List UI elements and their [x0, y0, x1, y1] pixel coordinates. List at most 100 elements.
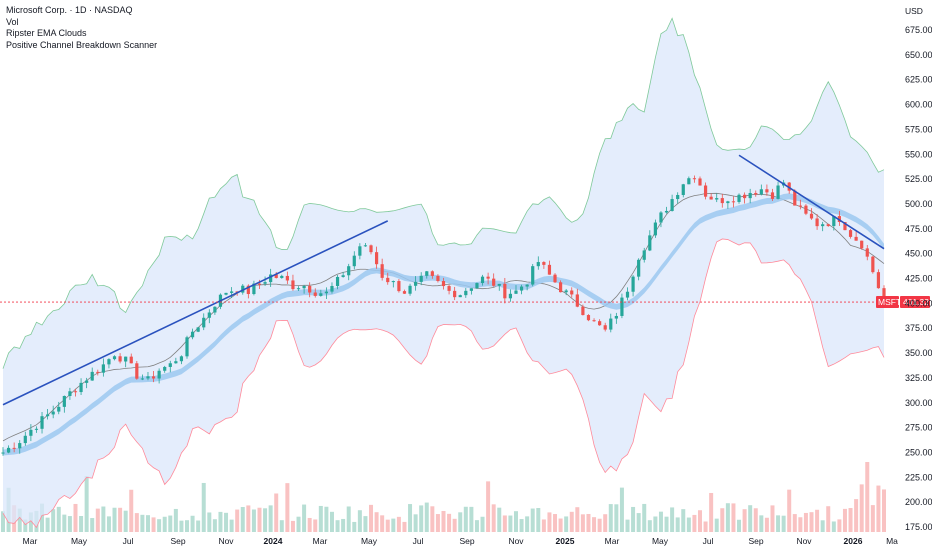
x-tick-label: Ma	[886, 536, 898, 546]
volume-bar	[519, 519, 524, 532]
y-tick-label: 575.00	[905, 124, 932, 134]
volume-bar	[346, 506, 351, 532]
volume-bar	[709, 492, 714, 532]
volume-bar	[408, 504, 413, 532]
trendline-1	[2, 220, 389, 406]
volume-bar	[380, 515, 385, 532]
volume-bar	[112, 507, 117, 532]
volume-bar	[714, 518, 719, 532]
volume-bar	[586, 513, 591, 532]
candle-body	[553, 274, 557, 283]
candle-body	[296, 288, 301, 290]
x-tick-label: May	[71, 536, 88, 546]
candle-body	[486, 276, 490, 279]
volume-bar	[725, 503, 730, 532]
symbol-title[interactable]: Microsoft Corp. · 1D · NASDAQ	[6, 5, 133, 15]
candle-body	[425, 271, 429, 276]
candle-body	[391, 281, 395, 283]
volume-bar	[224, 512, 229, 532]
candle-body	[659, 212, 663, 223]
indicator-channel-scanner-label[interactable]: Positive Channel Breakdown Scanner	[6, 39, 158, 50]
candle-body	[620, 297, 624, 316]
candle-body	[458, 295, 462, 298]
volume-bar	[463, 506, 468, 532]
ticker-tag	[876, 296, 899, 309]
volume-bar	[759, 515, 764, 532]
volume-bar	[642, 503, 647, 532]
candle-body	[157, 370, 161, 379]
y-tick-label: 200.00	[905, 497, 932, 507]
price-axis[interactable]: 675.00 650.00 625.00 600.00 575.00 550.00 525.…	[905, 25, 932, 532]
candle-body	[871, 256, 875, 273]
volume-bar	[369, 504, 374, 532]
candle-body	[408, 285, 412, 294]
candle-body	[330, 285, 334, 292]
y-tick-label: 525.00	[905, 174, 932, 184]
candle-body	[402, 291, 407, 294]
candle-body	[508, 293, 513, 299]
volume-bar	[441, 510, 446, 532]
x-tick-label: Sep	[459, 536, 474, 546]
candle-body	[352, 255, 356, 267]
volume-bar	[318, 505, 323, 532]
volume-bar	[196, 520, 201, 532]
volume-bar	[809, 512, 814, 532]
volume-bar	[558, 518, 563, 532]
volume-bar	[185, 520, 190, 532]
candle-body	[692, 178, 697, 180]
volume-bar	[374, 512, 379, 532]
volume-bar	[341, 518, 346, 532]
channel-fill	[3, 18, 884, 528]
y-tick-label: 250.00	[905, 447, 932, 457]
indicator-ema-clouds-label[interactable]: Ripster EMA Clouds	[6, 28, 87, 38]
volume-bar	[45, 517, 50, 532]
candles	[1, 175, 886, 456]
volume-bar	[536, 508, 541, 532]
volume-bar	[23, 519, 28, 532]
x-tick-label: Mar	[605, 536, 620, 546]
candle-body	[79, 382, 83, 393]
candle-body	[335, 276, 340, 286]
volume-bar	[134, 513, 139, 532]
candle-body	[547, 264, 552, 275]
candle-body	[280, 275, 284, 278]
y-tick-label: 175.00	[905, 522, 932, 532]
volume-bar	[168, 515, 173, 532]
indicator-vol-label[interactable]: Vol	[6, 16, 19, 27]
candle-body	[185, 337, 189, 357]
volume-bar	[73, 503, 78, 532]
candle-body	[726, 201, 730, 204]
volume-bar	[235, 509, 240, 532]
candle-body	[1, 452, 5, 454]
candle-body	[503, 283, 507, 299]
volume-bars	[1, 462, 886, 532]
candle-body	[224, 292, 228, 295]
candle-body	[687, 178, 691, 185]
time-axis[interactable]: Mar May Jul Sep Nov 2024 Mar May Jul Sep Nov 2025 Ma…	[23, 536, 898, 546]
candle-body	[252, 283, 256, 295]
candle-body	[6, 447, 11, 453]
volume-bar	[770, 505, 775, 532]
candle-body	[642, 250, 646, 260]
volume-bar	[720, 508, 725, 532]
candle-body	[441, 281, 446, 287]
volume-bar	[631, 506, 636, 532]
volume-bar	[603, 514, 608, 532]
volume-bar	[162, 516, 167, 532]
x-tick-label: Nov	[218, 536, 234, 546]
volume-bar	[118, 507, 123, 532]
candle-body	[23, 435, 27, 444]
currency-label[interactable]: USD	[905, 6, 923, 16]
trendlines[interactable]	[2, 154, 885, 406]
y-tick-label: 625.00	[905, 75, 932, 85]
candle-body	[369, 245, 373, 253]
candle-body	[151, 376, 156, 379]
volume-bar	[190, 515, 195, 532]
volume-bar	[575, 507, 580, 532]
volume-bar	[792, 514, 797, 532]
volume-bar	[391, 518, 396, 532]
candle-body	[274, 274, 278, 278]
candle-body	[586, 315, 591, 321]
volume-bar	[831, 521, 836, 532]
